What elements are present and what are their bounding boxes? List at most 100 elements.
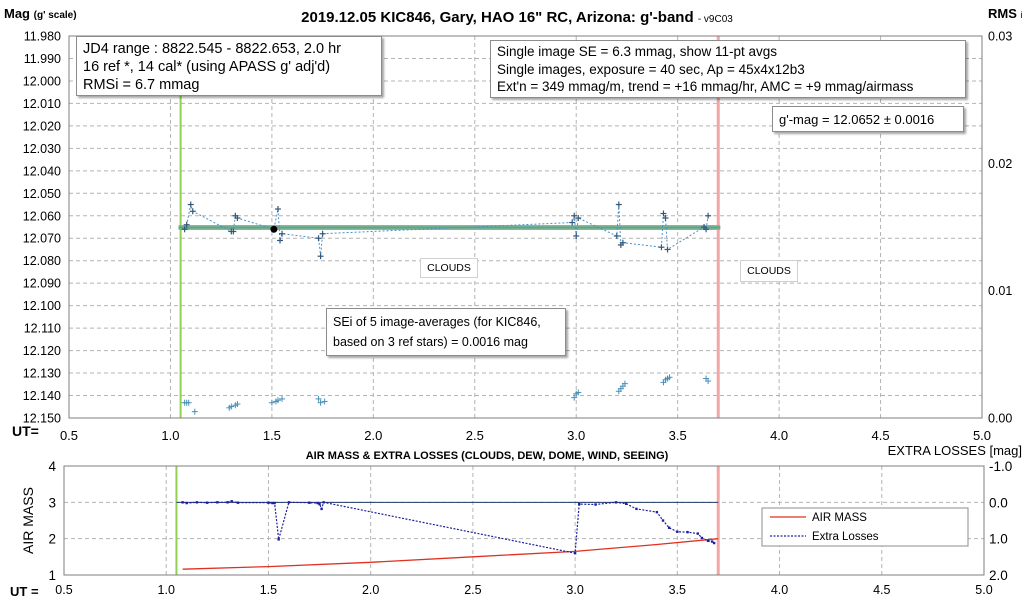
extra-losses-point <box>271 501 274 505</box>
y-tick-label: 12.060 <box>23 209 61 223</box>
rms-data-point <box>279 395 286 402</box>
bottom-plot-frame <box>63 465 985 576</box>
average-point <box>270 225 278 233</box>
airmass-tick-label: 1 <box>48 568 56 583</box>
bottom-x-tick-label: 2.0 <box>362 583 379 597</box>
x-tick-label: 2.5 <box>466 428 484 443</box>
gmag-box: g'-mag = 12.0652 ± 0.0016 <box>772 106 964 132</box>
x-tick-label: 3.0 <box>567 428 585 443</box>
top-series <box>181 201 712 415</box>
y-tick-label: 12.080 <box>23 254 61 268</box>
clouds-text-2: CLOUDS <box>747 265 791 277</box>
x-tick-label: 3.5 <box>669 428 687 443</box>
mag-data-point <box>230 228 237 235</box>
mag-data-point <box>619 239 626 246</box>
extra-losses-point <box>273 501 276 505</box>
image-info-box: Single image SE = 6.3 mmag, show 11-pt a… <box>490 40 966 98</box>
y-tick-label: 12.110 <box>24 322 61 336</box>
rms-data-point <box>321 398 328 405</box>
mag-data-point <box>703 226 710 233</box>
x-tick-label: 5.0 <box>973 428 991 443</box>
gmag-text: g'-mag = 12.0652 ± 0.0016 <box>779 112 935 127</box>
y-tick-label: 12.120 <box>23 344 61 358</box>
rms-data-point <box>315 395 322 402</box>
extra-losses-point <box>696 532 699 535</box>
bottom-x-tick-label: 1.5 <box>260 583 277 597</box>
mag-data-point <box>615 201 622 208</box>
extra-losses-point <box>277 538 280 541</box>
x-tick-label: 1.5 <box>263 428 281 443</box>
bottom-x-tick-label: 3.5 <box>669 583 686 597</box>
clouds-label-2: CLOUDS <box>740 260 798 282</box>
extra-losses-point <box>318 502 321 506</box>
mag-data-point <box>183 221 190 228</box>
legend-airmass-label: AIR MASS <box>812 512 867 524</box>
airmass-axis-label: AIR MASS <box>20 487 36 554</box>
mag-data-point <box>279 230 286 237</box>
extra-losses-point <box>676 530 679 533</box>
extra-losses-point <box>316 501 319 505</box>
rms-data-point <box>274 397 281 404</box>
clouds-text-1: CLOUDS <box>427 262 471 274</box>
y-tick-label: 12.000 <box>23 74 61 88</box>
x-axis-label: UT= <box>12 423 39 439</box>
extra-losses-point <box>712 541 716 545</box>
mag-data-point <box>660 210 667 217</box>
y2-tick-label: 0.01 <box>988 284 1012 298</box>
extra-losses-point <box>230 500 233 503</box>
extra-losses-point <box>594 503 597 506</box>
rms-data-point <box>185 399 192 406</box>
bottom-x-tick-label: 3.0 <box>566 583 583 597</box>
y-axis-label-unit: (g' scale) <box>34 10 77 21</box>
extra-losses-point <box>236 501 239 504</box>
extra-losses-point <box>667 526 671 529</box>
rms-data-point <box>191 408 198 415</box>
y-tick-label: 12.130 <box>23 367 61 381</box>
x-tick-label: 0.5 <box>60 428 78 443</box>
rmsi-text: RMSi = 6.7 mmag <box>83 77 200 93</box>
extra-losses-point <box>706 539 710 543</box>
mag-data-point <box>317 253 324 260</box>
extra-losses-point <box>661 519 665 522</box>
extra-losses-point <box>205 501 209 504</box>
y-tick-label: 11.980 <box>24 30 61 44</box>
extra-losses-point <box>181 501 184 504</box>
y-tick-label: 12.100 <box>23 299 61 313</box>
mag-data-point <box>575 215 582 222</box>
legend-box <box>761 507 969 547</box>
bottom-x-tick-label: 0.5 <box>55 583 72 597</box>
extra-losses-point <box>710 540 714 543</box>
y-tick-label: 12.150 <box>23 412 61 426</box>
mag-data-point <box>187 201 194 208</box>
y-tick-label: 12.050 <box>23 187 61 201</box>
ref-stars-text: 16 ref *, 14 cal* (using APASS g' adj'd) <box>83 59 331 75</box>
mag-data-point <box>571 212 578 219</box>
airmass-chart-title: AIR MASS & EXTRA LOSSES (CLOUDS, DEW, DO… <box>306 450 669 462</box>
y-tick-label: 12.040 <box>23 164 61 178</box>
mag-data-point <box>705 212 712 219</box>
extra-losses-point <box>185 501 188 505</box>
bottom-x-tick-label: 2.5 <box>464 583 481 597</box>
jd-range-text: JD4 range : 8822.545 - 8822.653, 2.0 hr <box>83 41 341 57</box>
y2-axis-label: RMS i <box>988 6 1023 21</box>
extinction-text: Ext'n = 349 mmag/m, trend = +16 mmag/hr,… <box>497 79 914 94</box>
y-tick-label: 12.070 <box>23 232 61 246</box>
rms-data-point <box>705 378 712 385</box>
rms-data-point <box>268 399 275 406</box>
extra-losses-point <box>655 510 659 514</box>
extra-losses-tick-label: 0.0 <box>989 495 1008 510</box>
legend: AIR MASS Extra Losses <box>761 507 969 547</box>
jd-range-box: JD4 range : 8822.545 - 8822.653, 2.0 hr … <box>76 36 382 96</box>
extra-losses-tick-label: 2.0 <box>989 568 1008 583</box>
extra-losses-point <box>578 502 581 506</box>
x-tick-label: 2.0 <box>364 428 382 443</box>
y-tick-label: 12.090 <box>23 277 61 291</box>
extra-losses-point <box>635 507 638 511</box>
y2-tick-label: 0.02 <box>988 157 1012 171</box>
sei-box: SEi of 5 image-averages (for KIC846, bas… <box>326 308 566 356</box>
top-plot-frame <box>68 35 983 419</box>
mag-data-point <box>181 226 188 233</box>
extra-losses-point <box>195 501 199 504</box>
extra-losses-point <box>320 507 323 511</box>
chart-title-suffix: - v9C03 <box>698 14 733 25</box>
